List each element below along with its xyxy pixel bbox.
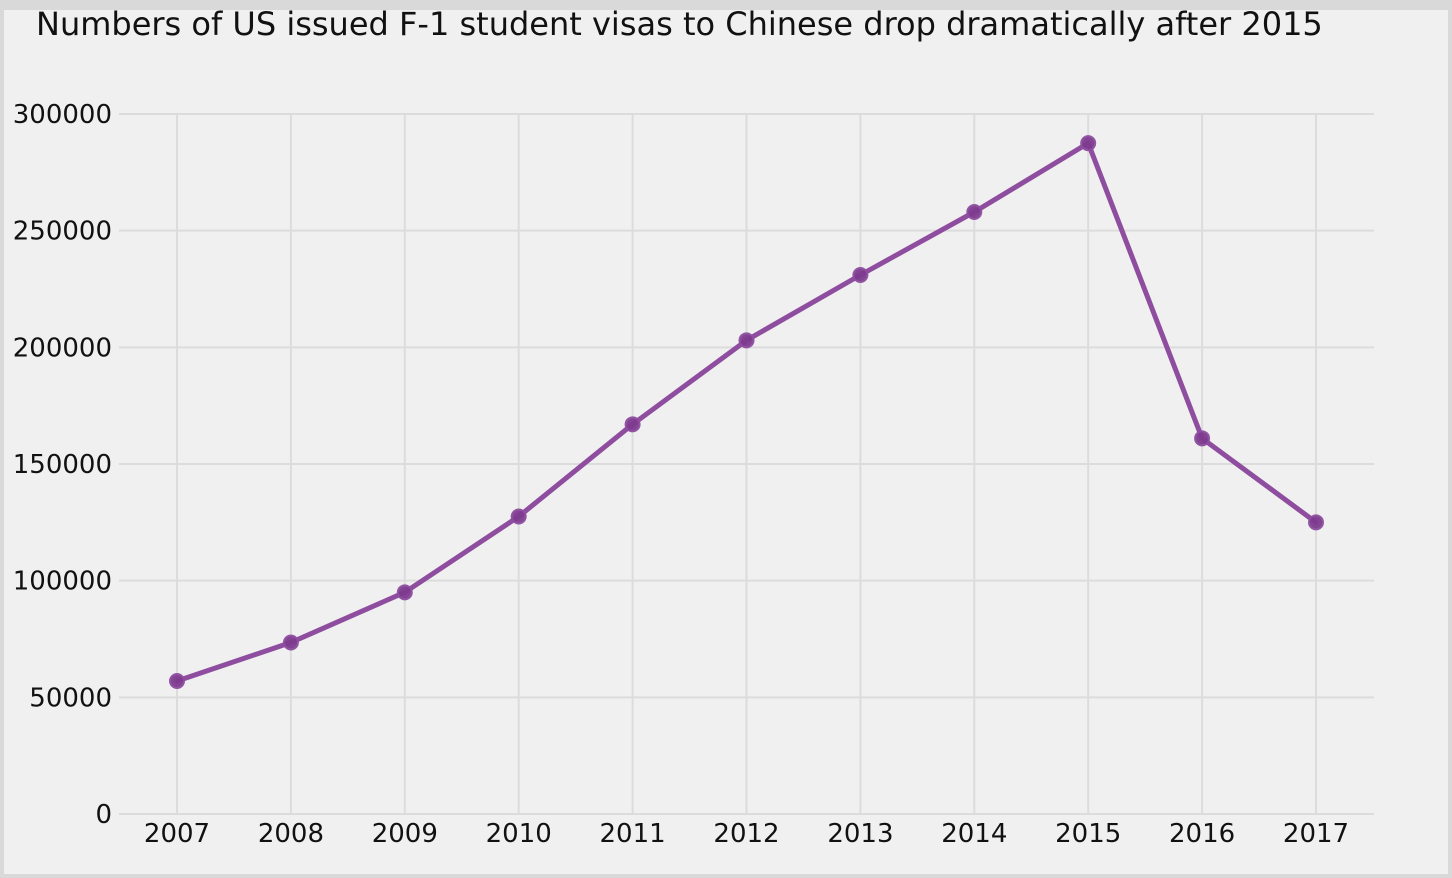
x-tick-label: 2012	[713, 819, 779, 849]
data-point	[966, 204, 983, 220]
x-tick-label: 2016	[1169, 819, 1235, 849]
y-tick-label: 300000	[13, 100, 112, 130]
data-point	[1080, 135, 1097, 152]
data-point	[852, 267, 869, 283]
data-point	[169, 673, 185, 689]
y-tick-label: 250000	[13, 217, 112, 247]
data-point	[396, 584, 413, 601]
y-axis: 0 50000 100000 150000 200000 250000 300000	[13, 100, 112, 830]
data-point	[738, 332, 755, 349]
chart-title: Numbers of US issued F-1 student visas t…	[36, 10, 1323, 43]
chart-frame: Numbers of US issued F-1 student visas t…	[4, 10, 1448, 874]
x-tick-label: 2009	[372, 819, 438, 849]
series	[169, 135, 1324, 689]
x-tick-label: 2007	[144, 819, 210, 849]
y-tick-label: 100000	[13, 567, 112, 597]
data-point	[1194, 430, 1211, 447]
data-point	[510, 508, 527, 525]
x-tick-label: 2010	[486, 819, 552, 849]
data-point	[1308, 514, 1324, 531]
x-tick-label: 2011	[600, 819, 666, 849]
x-tick-label: 2015	[1055, 819, 1121, 849]
y-tick-label: 50000	[29, 683, 112, 713]
y-tick-label: 200000	[13, 333, 112, 363]
x-axis: 2007 2008 2009 2010 2011 2012 2013 2014 2015 2016…	[144, 819, 1349, 849]
x-tick-label: 2014	[941, 819, 1007, 849]
line-chart: 0 50000 100000 150000 200000 250000 300000 200…	[13, 100, 1374, 849]
x-tick-label: 2008	[258, 819, 324, 849]
data-point	[282, 634, 299, 651]
x-tick-label: 2017	[1283, 819, 1349, 849]
data-point	[624, 416, 641, 433]
y-tick-label: 0	[95, 800, 112, 830]
x-tick-label: 2013	[827, 819, 893, 849]
y-tick-label: 150000	[13, 450, 112, 480]
grid	[119, 113, 1374, 815]
